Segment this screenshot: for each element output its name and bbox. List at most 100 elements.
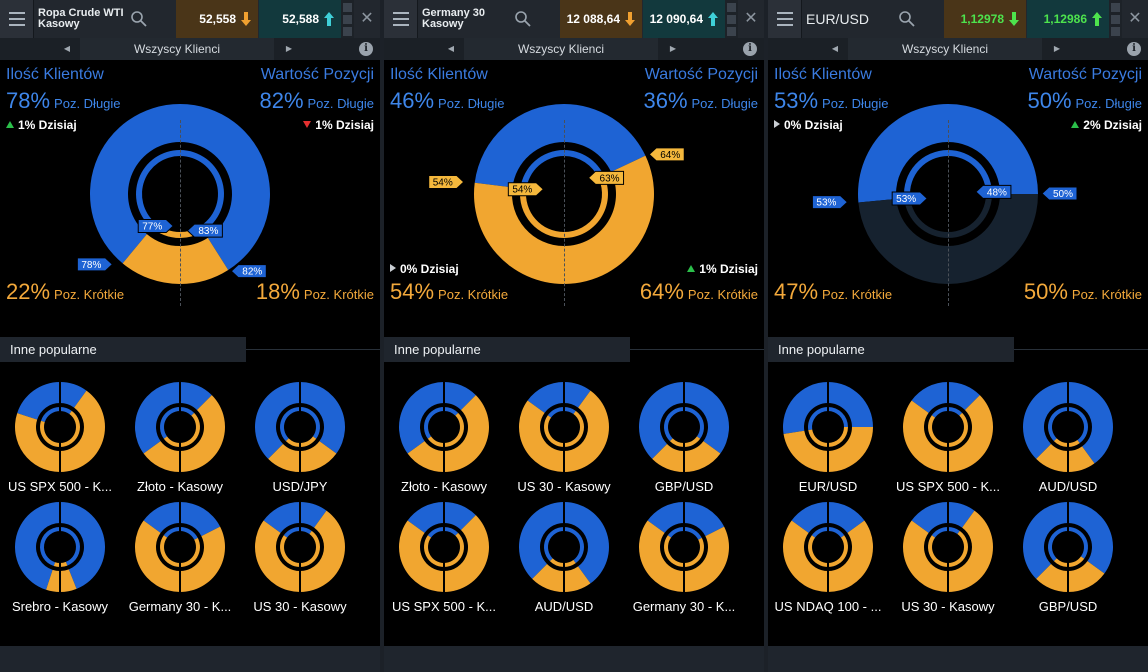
search-icon[interactable] bbox=[514, 10, 532, 28]
clients-short: 54% Poz. Krótkie bbox=[390, 279, 508, 305]
hamburger-menu-icon[interactable] bbox=[768, 0, 802, 38]
popular-instrument[interactable]: US SPX 500 - K... bbox=[888, 382, 1008, 502]
previous-filter-icon[interactable]: ◀ bbox=[447, 44, 455, 53]
price-up-arrow-icon bbox=[324, 12, 334, 26]
search-icon[interactable] bbox=[130, 10, 148, 28]
popular-instrument-label: GBP/USD bbox=[1038, 599, 1098, 614]
inner-ring-right-long bbox=[564, 150, 605, 179]
clients-today-change: 1% Dzisiaj bbox=[6, 118, 77, 132]
mini-outer-right-short bbox=[300, 441, 337, 472]
next-filter-icon[interactable]: ▶ bbox=[669, 44, 677, 53]
instrument-title[interactable]: EUR/USD bbox=[806, 0, 902, 38]
sell-price-button[interactable]: 52,558 bbox=[176, 0, 258, 38]
popular-instrument[interactable]: GBP/USD bbox=[1008, 502, 1128, 622]
up-triangle-icon bbox=[6, 121, 14, 128]
chart-center-divider bbox=[564, 120, 565, 306]
svg-text:83%: 83% bbox=[198, 226, 218, 237]
value-short-label: Poz. Krótkie bbox=[303, 287, 374, 302]
depth-scroll-handle[interactable] bbox=[1109, 0, 1122, 38]
mini-inner-right-long bbox=[1068, 407, 1088, 444]
close-icon[interactable]: ✕ bbox=[744, 10, 758, 27]
mini-outer-right-short bbox=[60, 569, 77, 592]
client-filter-label[interactable]: Wszyscy Klienci bbox=[848, 38, 1042, 60]
popular-instrument[interactable]: US NDAQ 100 - ... bbox=[768, 502, 888, 622]
popular-instrument[interactable]: Srebro - Kasowy bbox=[0, 502, 120, 622]
instrument-toolbar: Germany 30 Kasowy 12 088,64 12 090,64 ✕ bbox=[384, 0, 764, 38]
clients-short: 47% Poz. Krótkie bbox=[774, 279, 892, 305]
svg-text:50%: 50% bbox=[1053, 189, 1073, 200]
client-filter-label[interactable]: Wszyscy Klienci bbox=[80, 38, 274, 60]
popular-instrument[interactable]: US 30 - Kasowy bbox=[240, 502, 360, 622]
mini-outer-left-long bbox=[783, 382, 828, 435]
instrument-title-text: Germany 30 Kasowy bbox=[422, 8, 485, 30]
mini-outer-right-short bbox=[948, 510, 993, 592]
mini-outer-left-long bbox=[647, 502, 684, 533]
position-value-header: Wartość Pozycji bbox=[644, 66, 758, 83]
popular-instrument[interactable]: Złoto - Kasowy bbox=[384, 382, 504, 502]
sell-price-button[interactable]: 12 088,64 bbox=[560, 0, 642, 38]
clients-long: 78% Poz. Długie bbox=[6, 88, 121, 114]
mini-outer-left-short bbox=[46, 569, 60, 592]
popular-instrument[interactable]: US SPX 500 - K... bbox=[384, 502, 504, 622]
popular-instrument[interactable]: GBP/USD bbox=[624, 382, 744, 502]
close-icon[interactable]: ✕ bbox=[360, 10, 374, 27]
mini-outer-right-long bbox=[684, 382, 729, 454]
popular-instrument-label: US 30 - Kasowy bbox=[901, 599, 995, 614]
value-long-value: 82% bbox=[259, 88, 304, 113]
popular-instrument[interactable]: AUD/USD bbox=[504, 502, 624, 622]
buy-price-button[interactable]: 12 090,64 bbox=[643, 0, 725, 38]
popular-instrument-label: AUD/USD bbox=[534, 599, 594, 614]
info-icon[interactable]: i bbox=[743, 42, 757, 56]
mini-inner-right-short bbox=[684, 537, 704, 567]
next-filter-icon[interactable]: ▶ bbox=[285, 44, 293, 53]
popular-instrument[interactable]: USD/JPY bbox=[240, 382, 360, 502]
mini-inner-left-long bbox=[547, 407, 564, 418]
client-filter-label[interactable]: Wszyscy Klienci bbox=[464, 38, 658, 60]
previous-filter-icon[interactable]: ◀ bbox=[63, 44, 71, 53]
depth-scroll-handle[interactable] bbox=[725, 0, 738, 38]
popular-instrument[interactable]: EUR/USD bbox=[768, 382, 888, 502]
next-filter-icon[interactable]: ▶ bbox=[1053, 44, 1061, 53]
clients-today-change: 0% Dzisiaj bbox=[390, 262, 459, 276]
instrument-toolbar: EUR/USD 1,12978 1,12986 ✕ bbox=[768, 0, 1148, 38]
popular-instrument[interactable]: US 30 - Kasowy bbox=[504, 382, 624, 502]
mini-outer-left-short bbox=[143, 441, 180, 472]
buy-price-button[interactable]: 52,588 bbox=[259, 0, 341, 38]
info-icon[interactable]: i bbox=[359, 42, 373, 56]
clients-long-value: 53% bbox=[774, 88, 819, 113]
search-icon[interactable] bbox=[898, 10, 916, 28]
mini-outer-right-long bbox=[444, 502, 476, 531]
mini-outer-left-short bbox=[652, 443, 684, 472]
sell-price-button[interactable]: 1,12978 bbox=[944, 0, 1026, 38]
popular-instrument[interactable]: Germany 30 - K... bbox=[624, 502, 744, 622]
mini-sentiment-donut bbox=[783, 502, 873, 592]
instrument-title-text: Ropa Crude WTI Kasowy bbox=[38, 8, 124, 30]
info-icon[interactable]: i bbox=[1127, 42, 1141, 56]
instrument-title[interactable]: Ropa Crude WTI Kasowy bbox=[38, 0, 134, 38]
hamburger-menu-icon[interactable] bbox=[0, 0, 34, 38]
mini-inner-left-short bbox=[808, 535, 828, 567]
buy-price-button[interactable]: 1,12986 bbox=[1027, 0, 1109, 38]
popular-instrument[interactable]: Złoto - Kasowy bbox=[120, 382, 240, 502]
inner-right-tag: 83% bbox=[186, 223, 223, 238]
mini-outer-left-short bbox=[903, 520, 948, 592]
popular-instrument[interactable]: US 30 - Kasowy bbox=[888, 502, 1008, 622]
mini-outer-left-long bbox=[911, 382, 948, 413]
outer-right-tag: 82% bbox=[230, 264, 267, 279]
previous-filter-icon[interactable]: ◀ bbox=[831, 44, 839, 53]
mini-outer-right-short bbox=[444, 515, 489, 592]
depth-scroll-handle[interactable] bbox=[341, 0, 354, 38]
close-icon[interactable]: ✕ bbox=[1128, 10, 1142, 27]
up-triangle-icon bbox=[687, 265, 696, 272]
popular-instrument-label: US 30 - Kasowy bbox=[253, 599, 347, 614]
hamburger-menu-icon[interactable] bbox=[384, 0, 418, 38]
mini-outer-left-long bbox=[639, 382, 684, 459]
popular-instrument[interactable]: AUD/USD bbox=[1008, 382, 1128, 502]
clients-long-label: Poz. Długie bbox=[54, 96, 121, 111]
mini-outer-right-long bbox=[180, 502, 221, 537]
mini-inner-left-short bbox=[808, 429, 828, 447]
popular-instrument[interactable]: US SPX 500 - K... bbox=[0, 382, 120, 502]
instrument-title[interactable]: Germany 30 Kasowy bbox=[422, 0, 518, 38]
popular-instrument[interactable]: Germany 30 - K... bbox=[120, 502, 240, 622]
mini-inner-right-short bbox=[1068, 556, 1085, 567]
